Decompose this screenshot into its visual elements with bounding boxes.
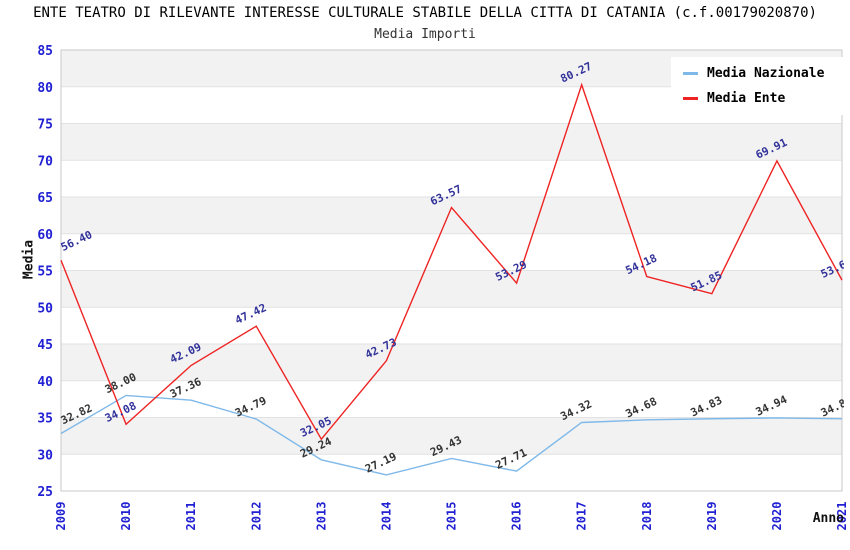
plot-band [61,123,842,161]
plot-band [61,344,842,381]
y-tick-label: 40 [37,375,53,390]
y-tick-label: 85 [37,44,53,59]
x-axis-title: Anno [812,511,844,526]
plot-band [61,417,842,455]
chart-title: ENTE TEATRO DI RILEVANTE INTERESSE CULTU… [33,5,817,21]
legend-label-ente: Media Ente [707,91,786,106]
x-tick-label: 2020 [770,502,784,531]
series-line-media-nazionale [60,394,843,476]
legend-swatch-ente-icon [683,97,698,100]
y-axis-title: Media [21,239,37,280]
data-label: 34.94 [754,393,790,419]
legend-label-nazionale: Media Nazionale [707,66,825,81]
x-tick-label: 2013 [314,502,328,531]
data-label: 34.79 [233,394,269,420]
x-tick-label: 2014 [379,502,393,531]
y-tick-label: 70 [37,154,53,169]
y-tick-label: 60 [37,228,53,243]
plot-band [61,197,842,234]
x-tick-label: 2019 [705,502,719,531]
y-tick-label: 25 [37,485,53,500]
x-tick-label: 2017 [575,502,589,531]
y-tick-label: 55 [37,265,53,280]
x-tick-label: 2012 [249,502,263,531]
y-tick-label: 80 [37,81,53,96]
series-line-media-ente [60,82,843,441]
x-tick-label: 2010 [119,502,133,531]
x-tick-label: 2009 [54,502,68,531]
data-label: 34.83 [689,394,725,420]
chart-subtitle: Media Importi [374,27,476,42]
data-label: 34.82 [819,394,850,420]
legend-item-media-ente: Media Ente [683,91,841,106]
data-label: 34.68 [624,395,660,421]
x-tick-label: 2018 [640,502,654,531]
legend: Media Nazionale Media Ente [671,57,849,115]
x-tick-label: 2021 [835,502,849,531]
y-tick-label: 50 [37,301,53,316]
plot-border [60,49,843,492]
x-tick-label: 2016 [510,502,524,531]
y-tick-label: 65 [37,191,53,206]
y-tick-label: 35 [37,412,53,427]
x-tick-label: 2011 [184,502,198,531]
y-tick-label: 75 [37,118,53,133]
legend-swatch-nazionale-icon [683,72,698,75]
legend-item-media-nazionale: Media Nazionale [683,66,841,81]
y-tick-label: 30 [37,448,53,463]
x-tick-label: 2015 [445,502,459,531]
y-tick-label: 45 [37,338,53,353]
plot-band [61,270,842,308]
